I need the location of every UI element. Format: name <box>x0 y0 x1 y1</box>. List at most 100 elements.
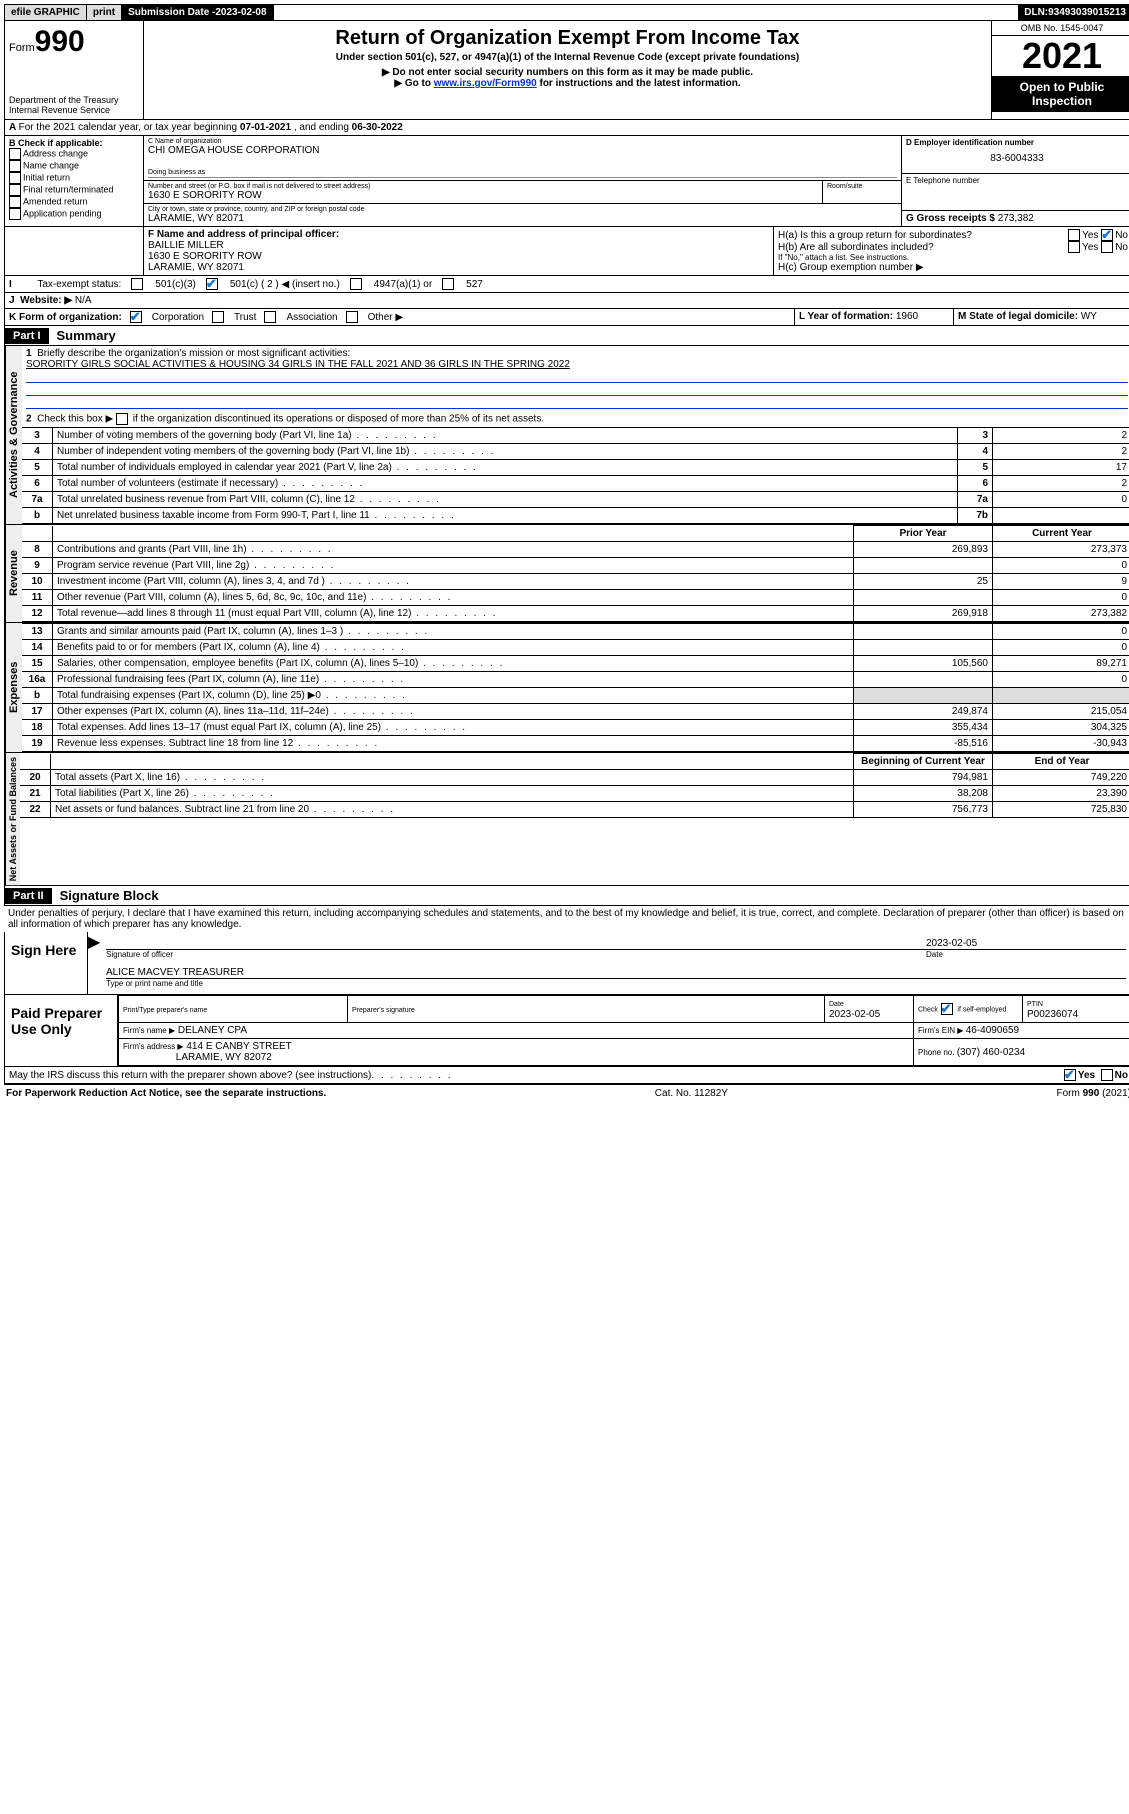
side-label-revenue: Revenue <box>5 525 22 622</box>
firm-addr2: LARAMIE, WY 82072 <box>176 1052 272 1063</box>
print-button[interactable]: print <box>87 5 122 20</box>
checkbox-icon[interactable] <box>264 311 276 323</box>
line-m-label: M State of legal domicile: <box>958 311 1081 322</box>
firm-addr-label: Firm's address ▶ <box>123 1042 184 1051</box>
side-label-netassets: Net Assets or Fund Balances <box>5 753 20 885</box>
line-a-tax-year: A For the 2021 calendar year, or tax yea… <box>4 120 1129 136</box>
box-f: F Name and address of principal officer:… <box>144 227 774 275</box>
form-title: Return of Organization Exempt From Incom… <box>150 27 985 50</box>
mission-text: SORORITY GIRLS SOCIAL ACTIVITIES & HOUSI… <box>26 359 570 370</box>
section-revenue: Revenue Prior Year Current Year8 Contrib… <box>4 525 1129 623</box>
opt-501c: 501(c) ( 2 ) ◀ (insert no.) <box>230 279 340 290</box>
firm-ein: 46-4090659 <box>966 1025 1019 1036</box>
box-b: B Check if applicable: Address change Na… <box>5 136 144 226</box>
room-label: Room/suite <box>827 183 897 190</box>
year-formation: 1960 <box>896 311 918 322</box>
box-b-opt[interactable]: Application pending <box>9 208 139 220</box>
spacer <box>5 227 144 275</box>
box-b-opt-label: Name change <box>23 160 79 170</box>
box-b-opt[interactable]: Address change <box>9 148 139 160</box>
box-c-dba-label: Doing business as <box>148 169 205 176</box>
dln-value: 93493039015213 <box>1048 7 1126 18</box>
h-b-label: H(b) Are all subordinates included? <box>778 242 1068 253</box>
tax-year: 2021 <box>992 36 1129 76</box>
part1-badge: Part I <box>5 328 49 344</box>
line-j-label: Website: ▶ <box>20 295 72 306</box>
box-b-opt[interactable]: Final return/terminated <box>9 184 139 196</box>
checkbox-icon[interactable] <box>131 278 143 290</box>
table-row: 7a Total unrelated business revenue from… <box>22 492 1129 508</box>
line-klm: K Form of organization: Corporation Trus… <box>4 309 1129 326</box>
part2-header: Part II Signature Block <box>4 886 1129 906</box>
netassets-table: Beginning of Current Year End of Year20 … <box>20 753 1129 818</box>
checkbox-icon[interactable] <box>346 311 358 323</box>
checkbox-icon[interactable] <box>9 208 21 220</box>
table-row: 10 Investment income (Part VIII, column … <box>22 574 1129 590</box>
checkbox-icon[interactable] <box>350 278 362 290</box>
box-c-city-label: City or town, state or province, country… <box>148 206 897 213</box>
linea-end: 06-30-2022 <box>352 122 403 133</box>
checkbox-icon[interactable] <box>442 278 454 290</box>
checkbox-icon[interactable] <box>116 413 128 425</box>
checkbox-icon[interactable] <box>9 172 21 184</box>
checkbox-icon[interactable] <box>941 1003 953 1015</box>
checkbox-icon[interactable] <box>1068 241 1080 253</box>
cat-no: Cat. No. 11282Y <box>655 1088 728 1099</box>
paid-preparer-label: Paid Preparer Use Only <box>5 995 118 1066</box>
rule-line <box>26 396 1128 409</box>
line-i: I Tax-exempt status: 501(c)(3) 501(c) ( … <box>4 276 1129 293</box>
omb-number: OMB No. 1545-0047 <box>992 21 1129 36</box>
box-d-label: D Employer identification number <box>906 138 1128 147</box>
h-b-note: If "No," attach a list. See instructions… <box>778 253 1128 262</box>
checkbox-icon[interactable] <box>9 196 21 208</box>
top-bar: efile GRAPHIC print Submission Date - 20… <box>4 4 1129 21</box>
expenses-table: 13 Grants and similar amounts paid (Part… <box>22 623 1129 752</box>
checkbox-icon[interactable] <box>9 160 21 172</box>
opt-corp: Corporation <box>152 312 204 323</box>
yes-label: Yes <box>1082 230 1098 241</box>
checkbox-icon[interactable] <box>130 311 142 323</box>
prep-check-post: if self-employed <box>957 1007 1006 1014</box>
firm-name: DELANEY CPA <box>178 1025 247 1036</box>
opt-trust: Trust <box>234 312 256 323</box>
checkbox-icon[interactable] <box>212 311 224 323</box>
line-j: J Website: ▶ N/A <box>4 293 1129 309</box>
checkbox-icon[interactable] <box>9 184 21 196</box>
preparer-table: Print/Type preparer's name Preparer's si… <box>118 995 1129 1066</box>
open-public-inspection: Open to Public Inspection <box>992 76 1129 112</box>
table-row: 3 Number of voting members of the govern… <box>22 428 1129 444</box>
line-l-label: L Year of formation: <box>799 311 896 322</box>
dln: DLN: 93493039015213 <box>1018 5 1129 20</box>
checkbox-icon[interactable] <box>1101 241 1113 253</box>
irs-label: Internal Revenue Service <box>9 105 139 115</box>
opt-4947: 4947(a)(1) or <box>374 279 432 290</box>
opt-527: 527 <box>466 279 483 290</box>
org-address: 1630 E SORORITY ROW <box>148 190 818 201</box>
box-b-opt[interactable]: Initial return <box>9 172 139 184</box>
paid-preparer-block: Paid Preparer Use Only Print/Type prepar… <box>4 995 1129 1067</box>
goto-post: for instructions and the latest informat… <box>537 78 741 89</box>
submission-date-value: 2023-02-08 <box>215 7 266 18</box>
section-expenses: Expenses 13 Grants and similar amounts p… <box>4 623 1129 753</box>
table-row: 9 Program service revenue (Part VIII, li… <box>22 558 1129 574</box>
box-b-opt[interactable]: Amended return <box>9 196 139 208</box>
box-f-label: F Name and address of principal officer: <box>148 229 769 240</box>
efile-graphic-label: efile GRAPHIC <box>5 5 87 20</box>
org-city: LARAMIE, WY 82071 <box>148 213 897 224</box>
ptin-label: PTIN <box>1027 1001 1043 1008</box>
box-b-opt[interactable]: Name change <box>9 160 139 172</box>
h-c-label: H(c) Group exemption number ▶ <box>778 262 1128 273</box>
checkbox-icon[interactable] <box>206 278 218 290</box>
linea-mid: , and ending <box>291 122 352 133</box>
linea-begin: 07-01-2021 <box>240 122 291 133</box>
checkbox-icon[interactable] <box>1064 1069 1076 1081</box>
irs-link[interactable]: www.irs.gov/Form990 <box>434 78 537 89</box>
table-row: 5 Total number of individuals employed i… <box>22 460 1129 476</box>
checkbox-icon[interactable] <box>9 148 21 160</box>
box-c-addr-label: Number and street (or P.O. box if mail i… <box>148 183 818 190</box>
discuss-line: May the IRS discuss this return with the… <box>4 1067 1129 1084</box>
checkbox-icon[interactable] <box>1101 1069 1113 1081</box>
table-row: 13 Grants and similar amounts paid (Part… <box>22 624 1129 640</box>
checkbox-icon[interactable] <box>1068 229 1080 241</box>
checkbox-icon[interactable] <box>1101 229 1113 241</box>
